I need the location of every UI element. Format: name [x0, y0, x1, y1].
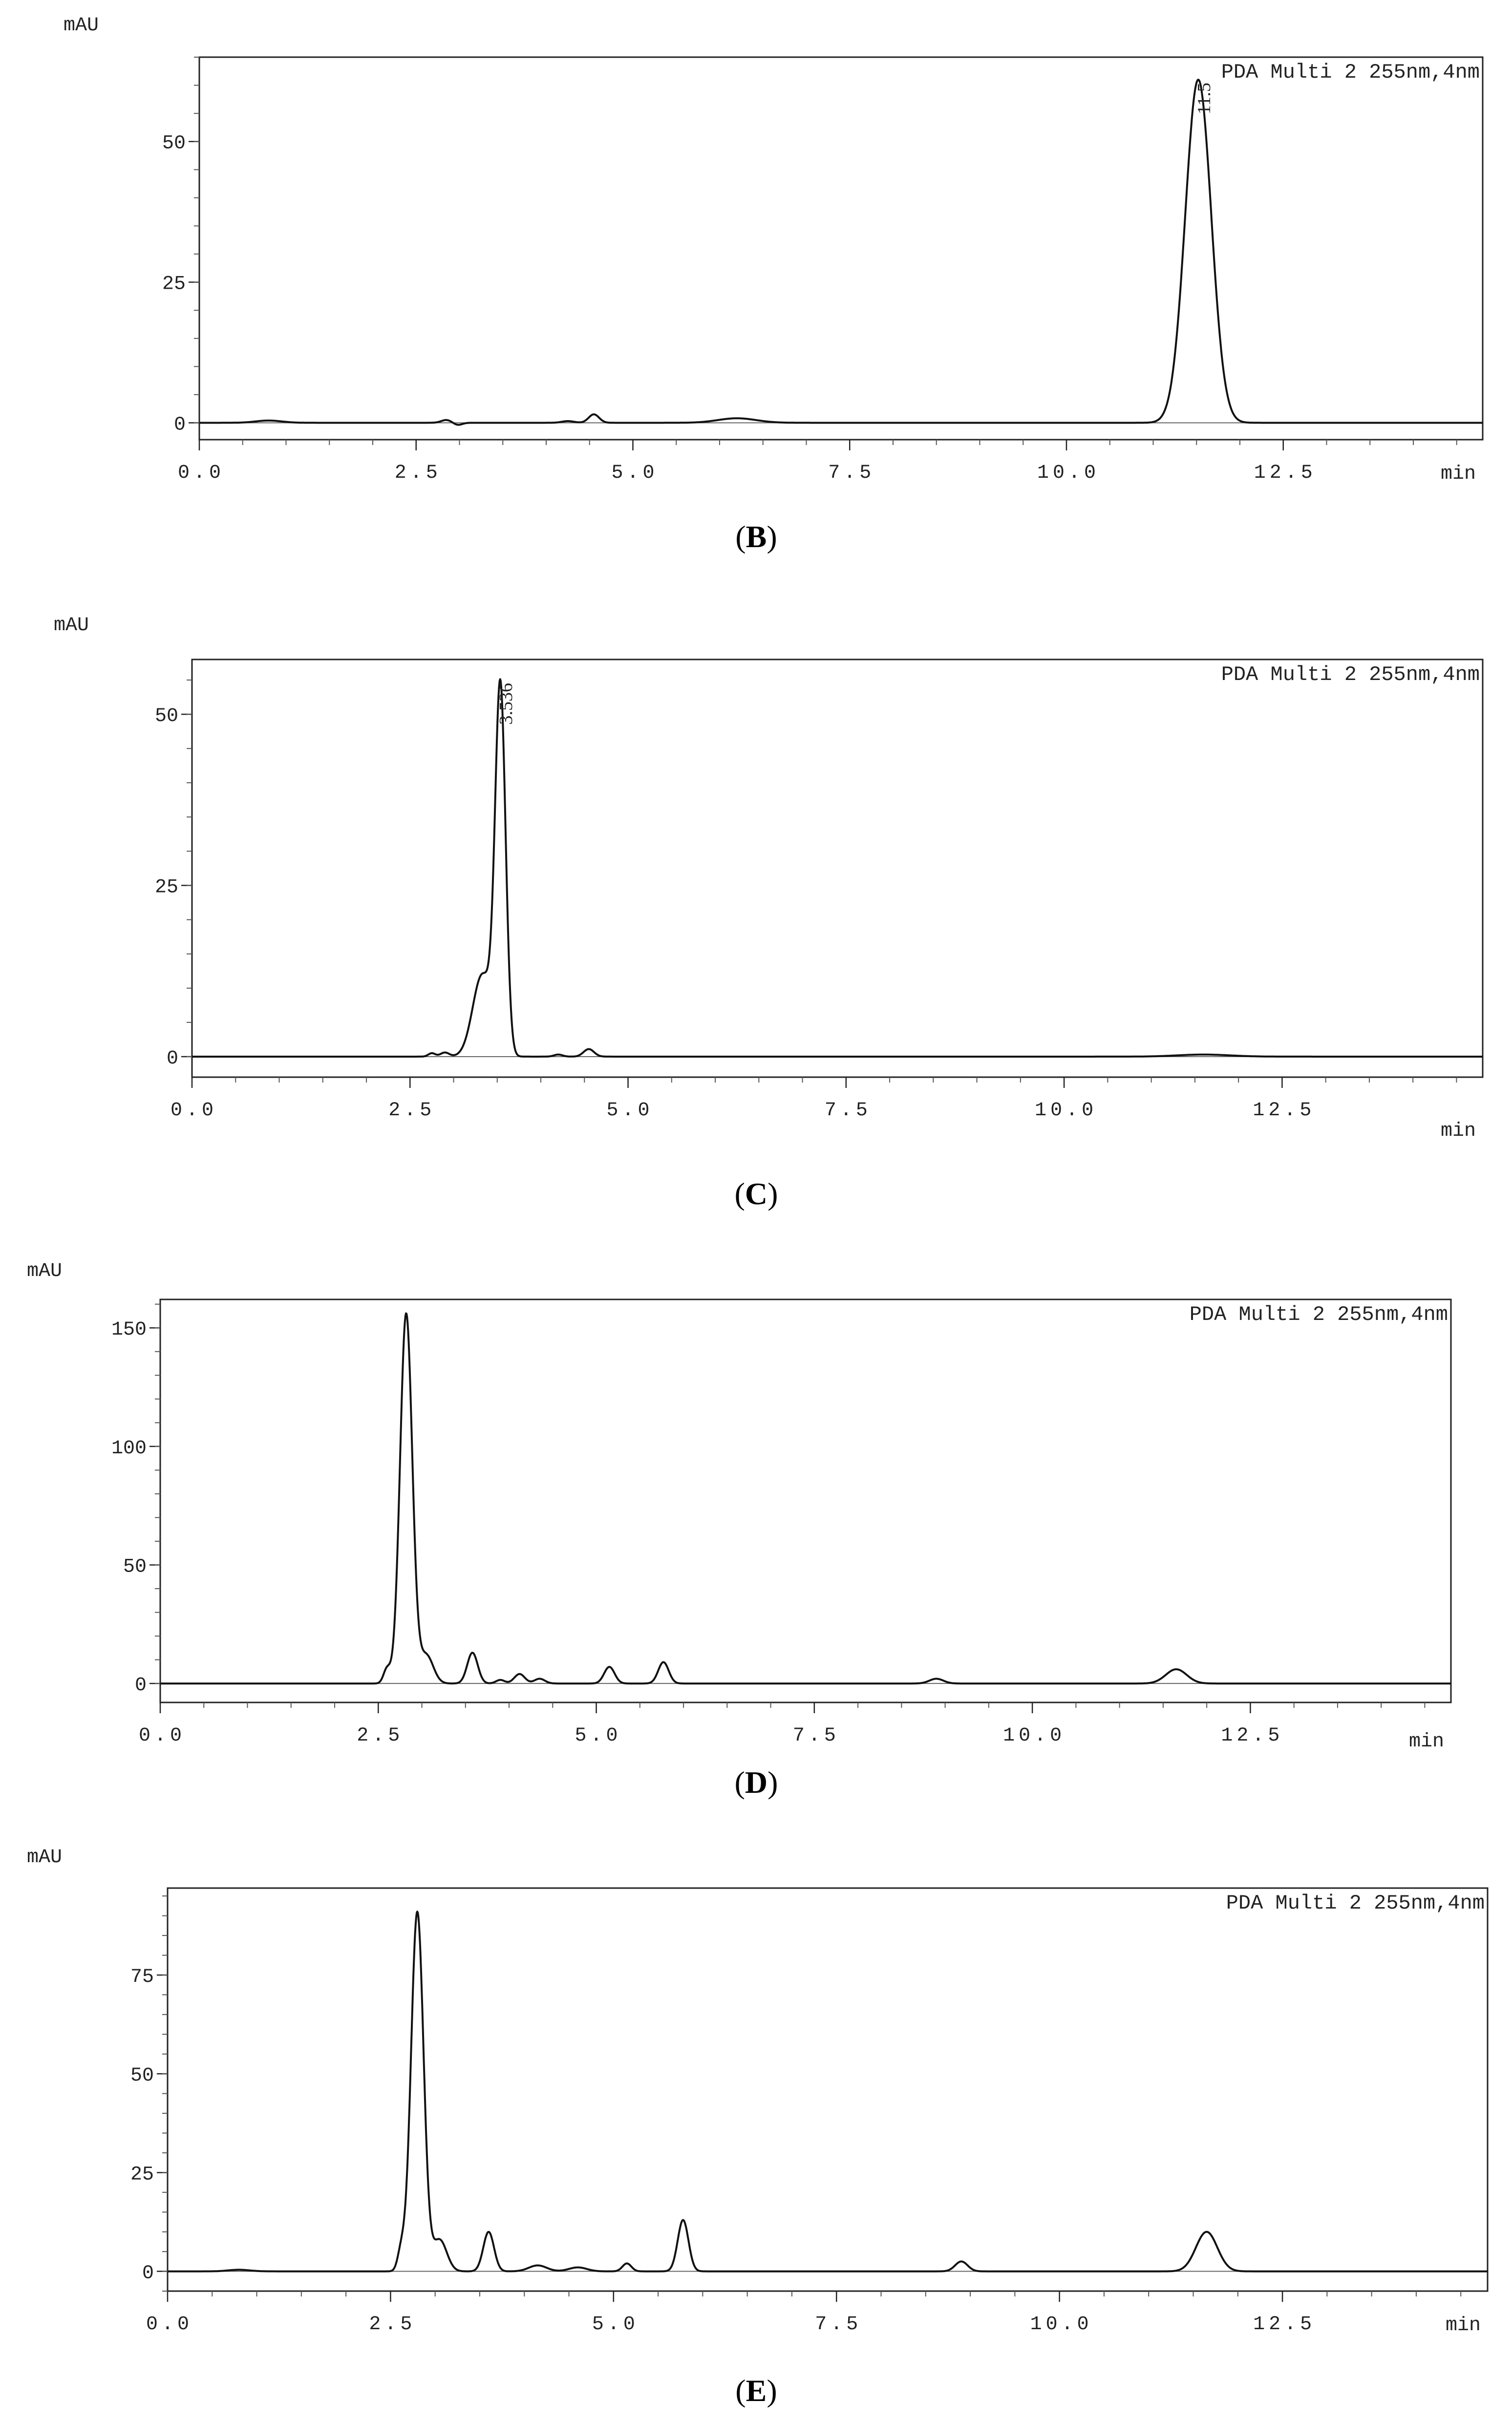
- y-tick-label: 25: [155, 877, 178, 899]
- y-tick-label: 0: [142, 2263, 154, 2285]
- x-tick-label: 0 . 0: [178, 462, 221, 484]
- x-tick-label: 7 . 5: [828, 462, 871, 484]
- y-tick-label: 100: [111, 1438, 147, 1460]
- x-tick-label: 5 . 0: [592, 2314, 635, 2336]
- panel-caption: (C): [735, 1176, 778, 1211]
- x-tick-label: 2 . 5: [388, 1100, 431, 1122]
- x-tick-label: 1 0 . 0: [1037, 462, 1096, 484]
- y-axis-unit-label: mAU: [27, 1847, 62, 1869]
- x-tick-label: 1 0 . 0: [1030, 2314, 1089, 2336]
- chromatogram-trace: [167, 1911, 1488, 2273]
- x-tick-label: 2 . 5: [357, 1725, 400, 1747]
- y-tick-label: 50: [155, 705, 178, 727]
- y-tick-label: 50: [130, 2065, 154, 2087]
- y-tick-label: 25: [130, 2164, 154, 2186]
- detector-header: PDA Multi 2 255nm,4nm: [1190, 1303, 1448, 1326]
- x-tick-label: 0 . 0: [146, 2314, 189, 2336]
- detector-header: PDA Multi 2 255nm,4nm: [1221, 61, 1480, 84]
- x-axis-unit-label: min: [1409, 1731, 1444, 1753]
- x-tick-label: 1 2 . 5: [1254, 462, 1313, 484]
- x-tick-label: 5 . 0: [575, 1725, 618, 1747]
- x-tick-label: 0 . 0: [170, 1100, 213, 1122]
- x-tick-label: 2 . 5: [369, 2314, 412, 2336]
- retention-time-label: 11.5: [1194, 83, 1214, 114]
- x-tick-label: 2 . 5: [395, 462, 438, 484]
- x-tick-label: 7 . 5: [825, 1100, 868, 1122]
- y-axis-unit-label: mAU: [54, 615, 89, 637]
- chromatogram-panel-c: 0 . 0 2 . 5 5 . 0 7 . 5 1 0 . 0 1 2 . 5 0 25 50 m…: [54, 615, 1484, 1211]
- x-tick-label: 1 2 . 5: [1253, 1100, 1311, 1122]
- x-tick-label: 5 . 0: [607, 1100, 650, 1122]
- x-tick-label: 5 . 0: [611, 462, 654, 484]
- detector-header: PDA Multi 2 255nm,4nm: [1226, 1892, 1485, 1915]
- x-tick-label: 7 . 5: [815, 2314, 858, 2336]
- chromatogram-panel-b: 0 . 0 2 . 5 5 . 0 7 . 5 1 0 . 0 1 2 . 5 0 25 50 m…: [64, 15, 1484, 554]
- plot-frame: [167, 1887, 1489, 2292]
- panel-caption: (D): [735, 1765, 778, 1800]
- y-tick-label: 50: [162, 133, 186, 155]
- y-axis-unit-label: mAU: [27, 1260, 62, 1282]
- y-tick-label: 0: [135, 1675, 147, 1697]
- detector-header: PDA Multi 2 255nm,4nm: [1221, 663, 1480, 686]
- retention-time-label: 3.536: [496, 683, 516, 725]
- x-axis-unit-label: min: [1441, 1120, 1476, 1142]
- plot-frame: [191, 659, 1484, 1078]
- x-axis-unit-label: min: [1441, 463, 1476, 485]
- y-tick-label: 50: [123, 1556, 147, 1578]
- y-tick-label: 150: [111, 1319, 147, 1341]
- panel-caption: (B): [735, 519, 777, 554]
- y-tick-label: 0: [174, 414, 186, 436]
- chromatogram-panel-e: 0 . 0 2 . 5 5 . 0 7 . 5 1 0 . 0 1 2 . 5 0 25 50 7…: [27, 1847, 1489, 2408]
- plot-frame: [159, 1298, 1452, 1703]
- y-tick-label: 75: [130, 1966, 154, 1988]
- panel-caption: (E): [735, 2373, 777, 2408]
- x-tick-label: 1 2 . 5: [1221, 1725, 1279, 1747]
- x-tick-label: 1 2 . 5: [1253, 2314, 1312, 2336]
- chromatogram-trace: [199, 79, 1483, 426]
- chromatogram-trace: [160, 1312, 1451, 1685]
- x-tick-label: 1 0 . 0: [1035, 1100, 1093, 1122]
- x-tick-label: 7 . 5: [793, 1725, 836, 1747]
- x-tick-label: 1 0 . 0: [1003, 1725, 1062, 1747]
- x-tick-label: 0 . 0: [139, 1725, 182, 1747]
- x-axis-unit-label: min: [1446, 2315, 1481, 2337]
- plot-frame: [198, 56, 1484, 441]
- y-axis-unit-label: mAU: [64, 15, 99, 37]
- y-tick-label: 0: [167, 1048, 178, 1070]
- chromatogram-trace: [192, 678, 1483, 1058]
- y-tick-label: 25: [162, 274, 186, 296]
- chromatogram-panel-d: 0 . 0 2 . 5 5 . 0 7 . 5 1 0 . 0 1 2 . 5 0 50 100…: [27, 1260, 1452, 1800]
